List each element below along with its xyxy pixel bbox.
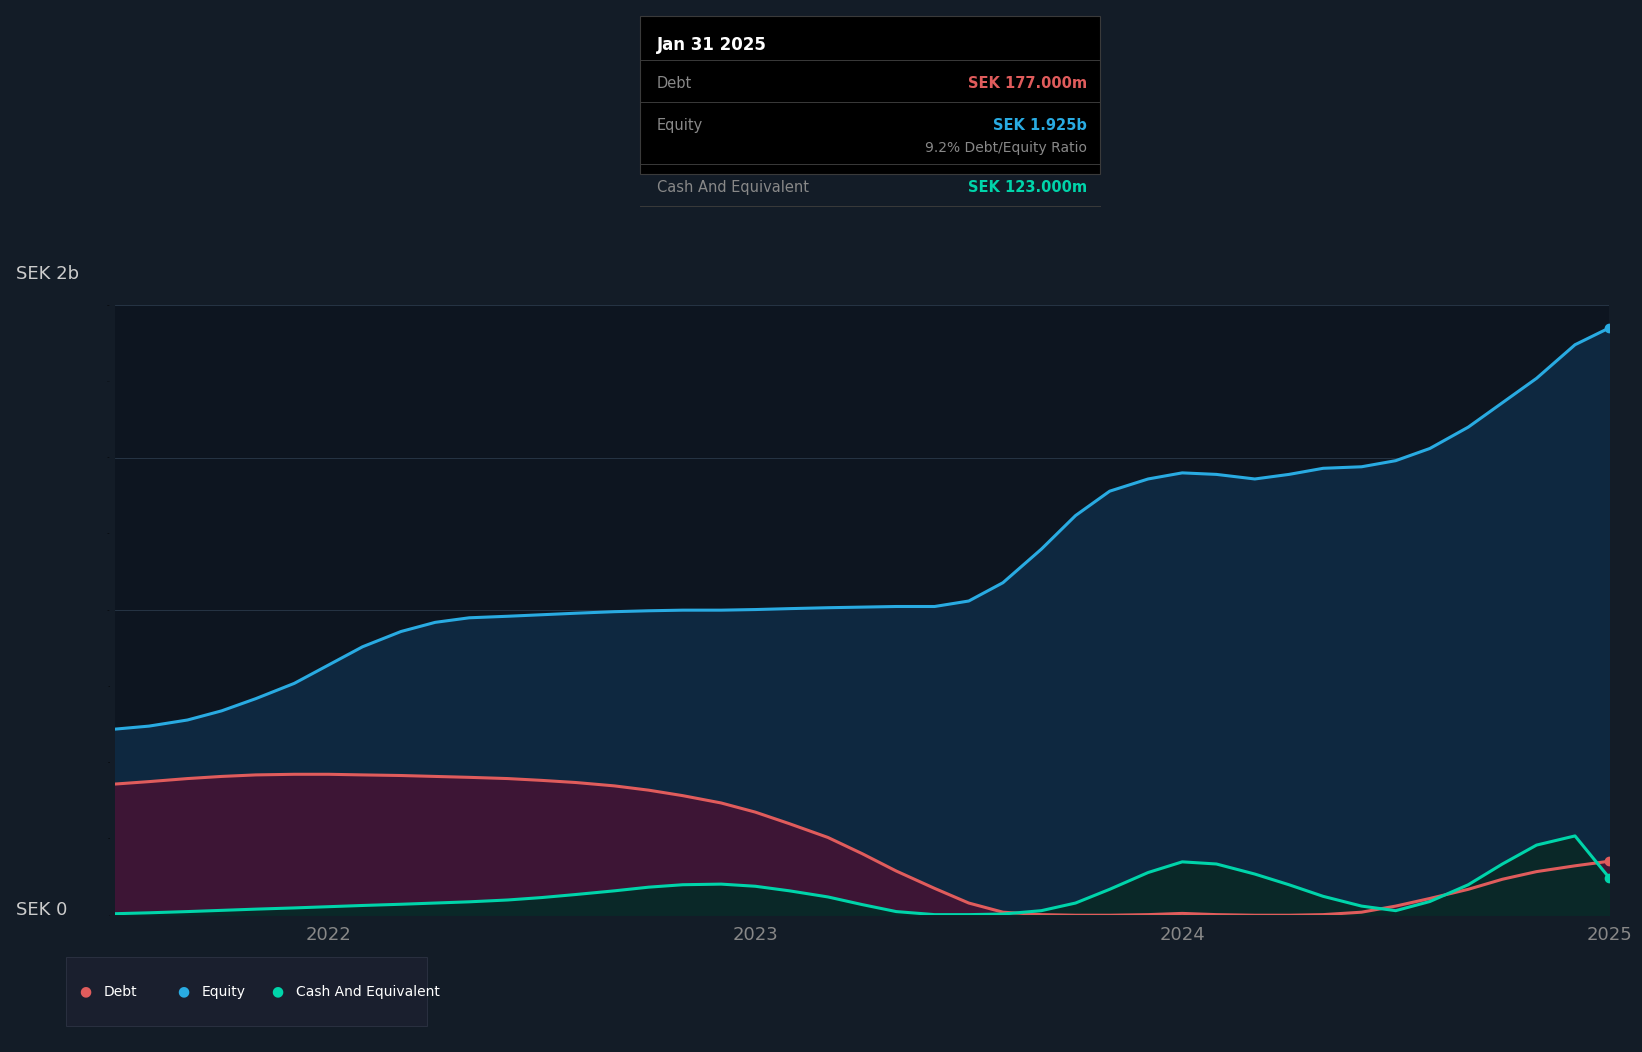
Text: ●: ● bbox=[177, 985, 189, 998]
Text: Debt: Debt bbox=[657, 76, 691, 90]
Text: Cash And Equivalent: Cash And Equivalent bbox=[657, 180, 810, 195]
Text: SEK 0: SEK 0 bbox=[16, 901, 67, 919]
Text: ●: ● bbox=[79, 985, 90, 998]
Text: SEK 1.925b: SEK 1.925b bbox=[993, 118, 1087, 133]
Text: SEK 123.000m: SEK 123.000m bbox=[967, 180, 1087, 195]
Text: ●: ● bbox=[271, 985, 282, 998]
Text: Jan 31 2025: Jan 31 2025 bbox=[657, 36, 767, 55]
Text: Equity: Equity bbox=[202, 985, 246, 998]
Text: Debt: Debt bbox=[103, 985, 136, 998]
Text: 9.2% Debt/Equity Ratio: 9.2% Debt/Equity Ratio bbox=[924, 141, 1087, 156]
Text: SEK 2b: SEK 2b bbox=[16, 264, 79, 283]
Text: Equity: Equity bbox=[657, 118, 703, 133]
Text: SEK 177.000m: SEK 177.000m bbox=[967, 76, 1087, 90]
Text: Cash And Equivalent: Cash And Equivalent bbox=[296, 985, 440, 998]
